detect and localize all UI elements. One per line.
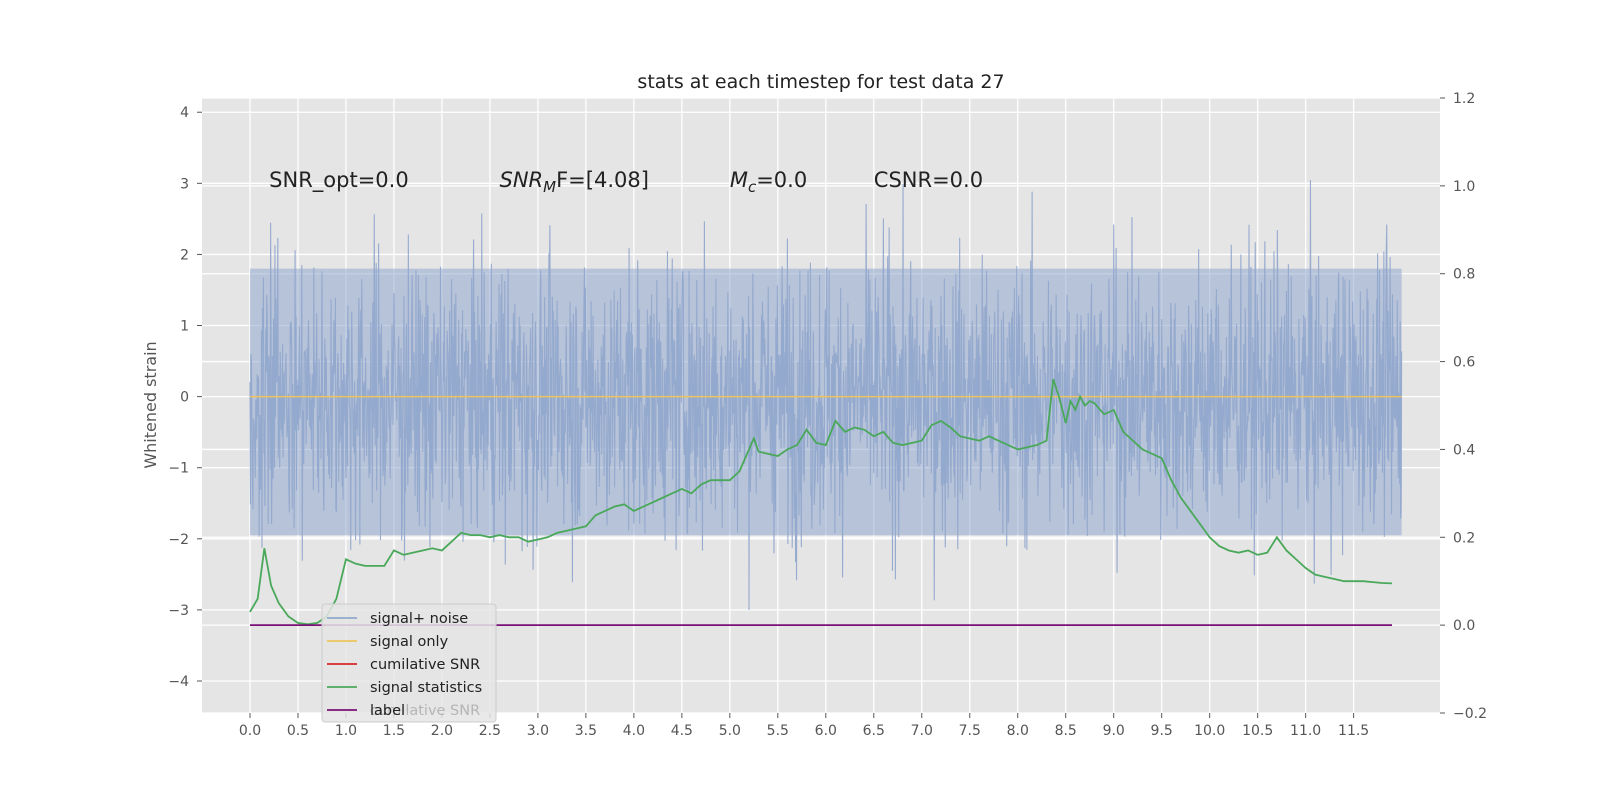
x-tick-label: 8.0 — [1007, 723, 1029, 739]
legend-label: signal only — [370, 634, 449, 650]
x-tick-label: 10.0 — [1194, 723, 1225, 739]
signal-noise-series — [249, 180, 1403, 610]
x-tick-label: 7.0 — [911, 723, 933, 739]
y2-tick-label: 0.0 — [1453, 618, 1475, 634]
x-tick-label: 3.0 — [527, 723, 549, 739]
y-tick-label: −1 — [168, 461, 189, 477]
x-tick-label: 9.0 — [1103, 723, 1125, 739]
signal-statistics-line — [249, 378, 1393, 626]
x-tick-label: 4.0 — [623, 723, 645, 739]
x-tick-label: 11.5 — [1338, 723, 1369, 739]
x-tick-label: 0.0 — [239, 723, 261, 739]
y2-tick-label: 0.4 — [1453, 442, 1475, 458]
y-tick-label: −2 — [168, 532, 189, 548]
y-tick-label: 1 — [180, 319, 189, 335]
annotations: SNR_opt=0.0 SNRMF=[4.08] Mc=0.0 CSNR=0.0 — [269, 168, 983, 196]
x-tick-label: 4.5 — [671, 723, 693, 739]
x-axis: 0.0 0.5 1.0 1.5 2.0 2.5 3.0 3.5 4.0 4.5 5.0 5.5 6.0 6… — [239, 713, 1369, 739]
x-tick-label: 10.5 — [1242, 723, 1273, 739]
annotation: CSNR=0.0 — [874, 168, 983, 192]
legend-ghost-label: cumilative SNR — [370, 703, 480, 719]
y-axis: 4 3 2 1 0 −1 −2 −3 −4 — [168, 105, 202, 690]
annotation: SNR_opt=0.0 — [269, 168, 409, 193]
legend-label: label — [370, 703, 405, 719]
x-tick-label: 6.5 — [863, 723, 885, 739]
legend-label: signal statistics — [370, 680, 482, 696]
x-tick-label: 2.0 — [431, 723, 453, 739]
x-tick-label: 8.5 — [1055, 723, 1077, 739]
y2-tick-label: 0.2 — [1453, 530, 1475, 546]
chart-title: stats at each timestep for test data 27 — [637, 71, 1004, 93]
x-tick-label: 9.5 — [1151, 723, 1173, 739]
y2-tick-label: −0.2 — [1453, 706, 1487, 722]
x-tick-label: 2.5 — [479, 723, 501, 739]
y-tick-label: 2 — [180, 247, 189, 263]
x-tick-label: 1.5 — [383, 723, 405, 739]
y2-tick-label: 1.2 — [1453, 91, 1475, 107]
legend-label: signal+ noise — [370, 611, 468, 627]
legend-label: cumilative SNR — [370, 657, 480, 673]
y-tick-label: −4 — [168, 674, 189, 690]
y-tick-label: 0 — [180, 390, 189, 406]
y2-tick-label: 1.0 — [1453, 179, 1475, 195]
x-tick-label: 5.5 — [767, 723, 789, 739]
x-tick-label: 3.5 — [575, 723, 597, 739]
x-tick-label: 6.0 — [815, 723, 837, 739]
y2-tick-label: 0.8 — [1453, 267, 1475, 283]
y-tick-label: 3 — [180, 176, 189, 192]
y-axis-label: Whitened strain — [141, 341, 160, 468]
legend-box — [321, 603, 497, 723]
signal-noise-band — [249, 268, 1402, 536]
x-tick-label: 0.5 — [287, 723, 309, 739]
x-tick-label: 7.5 — [959, 723, 981, 739]
y2-tick-label: 0.6 — [1453, 355, 1475, 371]
y-tick-label: 4 — [180, 105, 189, 121]
annotation: SNRMF=[4.08] — [500, 168, 649, 196]
x-tick-label: 1.0 — [335, 723, 357, 739]
legend: signal+ noise signal only cumilative SNR si… — [321, 603, 497, 723]
x-tick-label: 11.0 — [1290, 723, 1321, 739]
y2-axis: 1.2 1.0 0.8 0.6 0.4 0.2 0.0 −0.2 — [1440, 91, 1487, 722]
annotation: Mc=0.0 — [730, 168, 807, 196]
x-tick-label: 5.0 — [719, 723, 741, 739]
y-tick-label: −3 — [168, 603, 189, 619]
